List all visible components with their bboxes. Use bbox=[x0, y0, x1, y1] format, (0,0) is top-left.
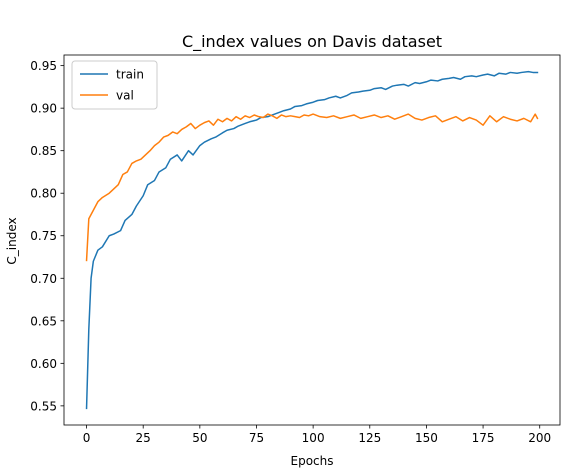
y-tick-label: 0.80 bbox=[30, 187, 57, 201]
y-axis-label: C_index bbox=[5, 217, 19, 264]
y-tick-label: 0.60 bbox=[30, 357, 57, 371]
y-tick-label: 0.55 bbox=[30, 399, 57, 413]
y-tick-label: 0.75 bbox=[30, 229, 57, 243]
x-axis: 0 25 50 75 100 125 150 175 200 bbox=[83, 425, 551, 445]
legend: train val bbox=[71, 60, 158, 110]
x-tick-label: 125 bbox=[358, 431, 381, 445]
y-axis: 0.55 0.60 0.65 0.70 0.75 0.80 0.85 0.90 0.95 bbox=[30, 59, 64, 413]
y-tick-label: 0.90 bbox=[30, 102, 57, 116]
x-axis-label: Epochs bbox=[291, 454, 334, 468]
x-tick-label: 50 bbox=[192, 431, 207, 445]
y-tick-label: 0.85 bbox=[30, 144, 57, 158]
x-tick-label: 175 bbox=[472, 431, 495, 445]
x-tick-label: 200 bbox=[528, 431, 551, 445]
x-tick-label: 75 bbox=[249, 431, 264, 445]
y-tick-label: 0.65 bbox=[30, 314, 57, 328]
x-tick-label: 0 bbox=[83, 431, 91, 445]
y-tick-label: 0.95 bbox=[30, 59, 57, 73]
axes-frame bbox=[63, 54, 561, 426]
series-line-train bbox=[85, 70, 539, 410]
x-tick-label: 25 bbox=[136, 431, 151, 445]
y-tick-label: 0.70 bbox=[30, 272, 57, 286]
legend-box bbox=[71, 60, 158, 110]
plot-area bbox=[63, 54, 561, 426]
plot-background bbox=[64, 55, 560, 425]
legend-label-train: train bbox=[116, 68, 144, 82]
x-tick-label: 100 bbox=[302, 431, 325, 445]
chart-title: C_index values on Davis dataset bbox=[182, 32, 442, 52]
x-tick-label: 150 bbox=[415, 431, 438, 445]
legend-label-val: val bbox=[116, 89, 134, 103]
series-line-val bbox=[85, 113, 539, 262]
